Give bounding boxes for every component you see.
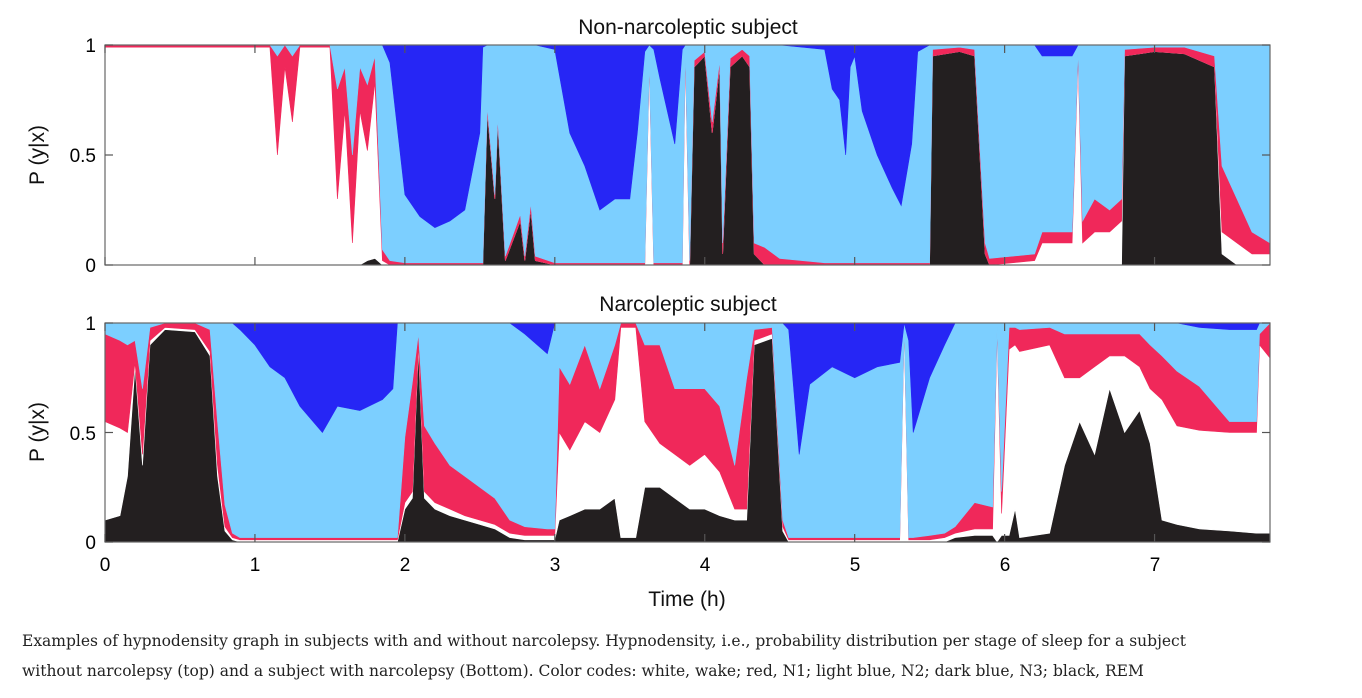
x-tick-label: 1: [250, 555, 261, 576]
x-tick-label: 7: [1150, 555, 1161, 576]
plot-area: [104, 322, 1271, 543]
panel-title: Narcoleptic subject: [599, 293, 777, 316]
y-tick-label-0: 0: [85, 256, 96, 277]
figure-caption-line-2: without narcolepsy (top) and a subject w…: [22, 662, 1144, 680]
x-tick-label: 5: [850, 555, 861, 576]
figure-caption-line-1: Examples of hypnodensity graph in subjec…: [22, 632, 1186, 650]
x-tick-label: 0: [100, 555, 111, 576]
y-axis-label: P (y|x): [26, 125, 49, 185]
y-tick-label-1: 1: [85, 314, 96, 335]
panel-title: Non-narcoleptic subject: [578, 16, 798, 39]
plot-area: [104, 44, 1271, 266]
x-axis-label: Time (h): [648, 588, 725, 611]
y-tick-label-0.5: 0.5: [70, 424, 96, 445]
x-tick-label: 6: [1000, 555, 1011, 576]
panel-narcoleptic: Narcoleptic subject P (y|x) 1 0.5 0 0 1 …: [26, 293, 1271, 611]
x-tick-label: 4: [700, 555, 711, 576]
y-tick-label-0: 0: [85, 533, 96, 554]
panel-non-narcoleptic: Non-narcoleptic subject P (y|x) 1 0.5 0: [26, 16, 1271, 277]
x-tick-labels: 0 1 2 3 4 5 6 7: [100, 555, 1161, 576]
y-tick-label-0.5: 0.5: [70, 146, 96, 167]
y-axis-label: P (y|x): [26, 402, 49, 462]
x-tick-label: 2: [400, 555, 411, 576]
y-tick-label-1: 1: [85, 36, 96, 57]
x-tick-label: 3: [550, 555, 561, 576]
